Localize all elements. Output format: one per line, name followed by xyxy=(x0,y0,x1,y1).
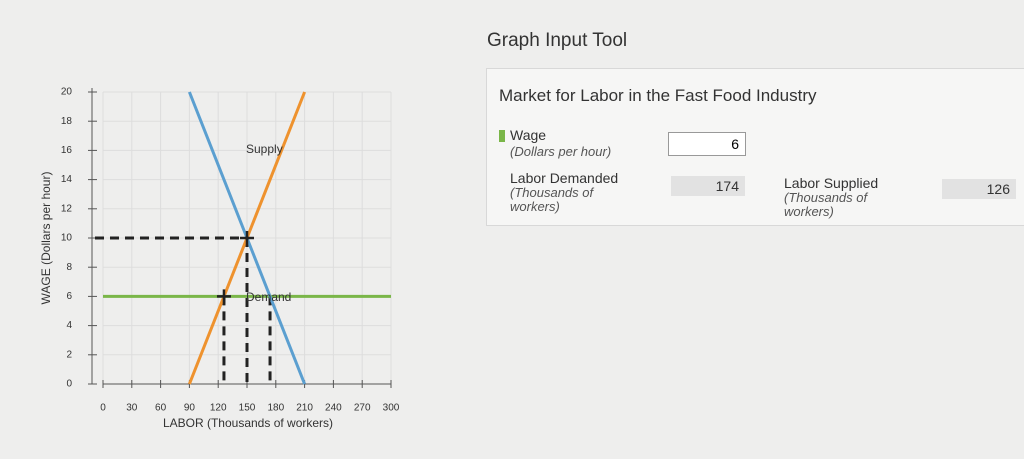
output-value: 126 xyxy=(942,179,1016,199)
x-tick-label: 180 xyxy=(267,403,284,414)
field-unit: (Thousands of workers) xyxy=(510,185,594,214)
y-tick-label: 4 xyxy=(66,320,72,331)
y-tick-label: 8 xyxy=(66,262,72,273)
point-marker xyxy=(240,231,254,245)
x-tick-label: 270 xyxy=(354,403,371,414)
wage-input[interactable]: 6 xyxy=(668,132,746,156)
y-axis-label: WAGE (Dollars per hour) xyxy=(39,172,53,305)
y-tick-label: 10 xyxy=(61,233,73,244)
point-marker xyxy=(216,289,231,304)
series-label: Demand xyxy=(246,290,291,304)
wage-swatch xyxy=(499,130,505,142)
y-tick-label: 16 xyxy=(61,145,73,156)
x-axis-label: LABOR (Thousands of workers) xyxy=(163,416,333,430)
chart: 0 2 4 6 8 10 12 14 16 18 20 0 30 60 90 120 150 180 210 240 2… xyxy=(39,87,400,431)
output-value: 174 xyxy=(671,176,745,196)
x-tick-label: 0 xyxy=(100,403,106,414)
field-label: Labor Demanded xyxy=(510,170,619,186)
x-tick-label: 60 xyxy=(155,403,167,414)
y-tick-label: 0 xyxy=(66,379,72,390)
y-tick-label: 6 xyxy=(66,291,72,302)
field-label: Labor Supplied xyxy=(784,175,879,191)
x-tick-label: 150 xyxy=(239,403,256,414)
field-label: Wage xyxy=(510,127,547,143)
tool-title: Graph Input Tool xyxy=(487,30,628,51)
y-tick-label: 14 xyxy=(61,174,73,185)
y-tick-label: 2 xyxy=(66,349,72,360)
x-tick-label: 120 xyxy=(210,403,227,414)
field-unit: (Dollars per hour) xyxy=(510,144,612,159)
x-tick-label: 210 xyxy=(296,403,313,414)
panel-heading: Market for Labor in the Fast Food Indust… xyxy=(499,86,817,105)
x-tick-label: 90 xyxy=(184,403,196,414)
x-tick-label: 30 xyxy=(126,403,138,414)
y-tick-label: 18 xyxy=(61,116,73,127)
x-tick-label: 300 xyxy=(383,403,400,414)
field-unit: (Thousands of workers) xyxy=(784,190,868,219)
y-tick-label: 12 xyxy=(61,203,73,214)
y-tick-label: 20 xyxy=(61,87,73,98)
series-label: Supply xyxy=(246,142,283,156)
tool-panel: Market for Labor in the Fast Food Indust… xyxy=(486,68,1024,226)
x-tick-label: 240 xyxy=(325,403,342,414)
